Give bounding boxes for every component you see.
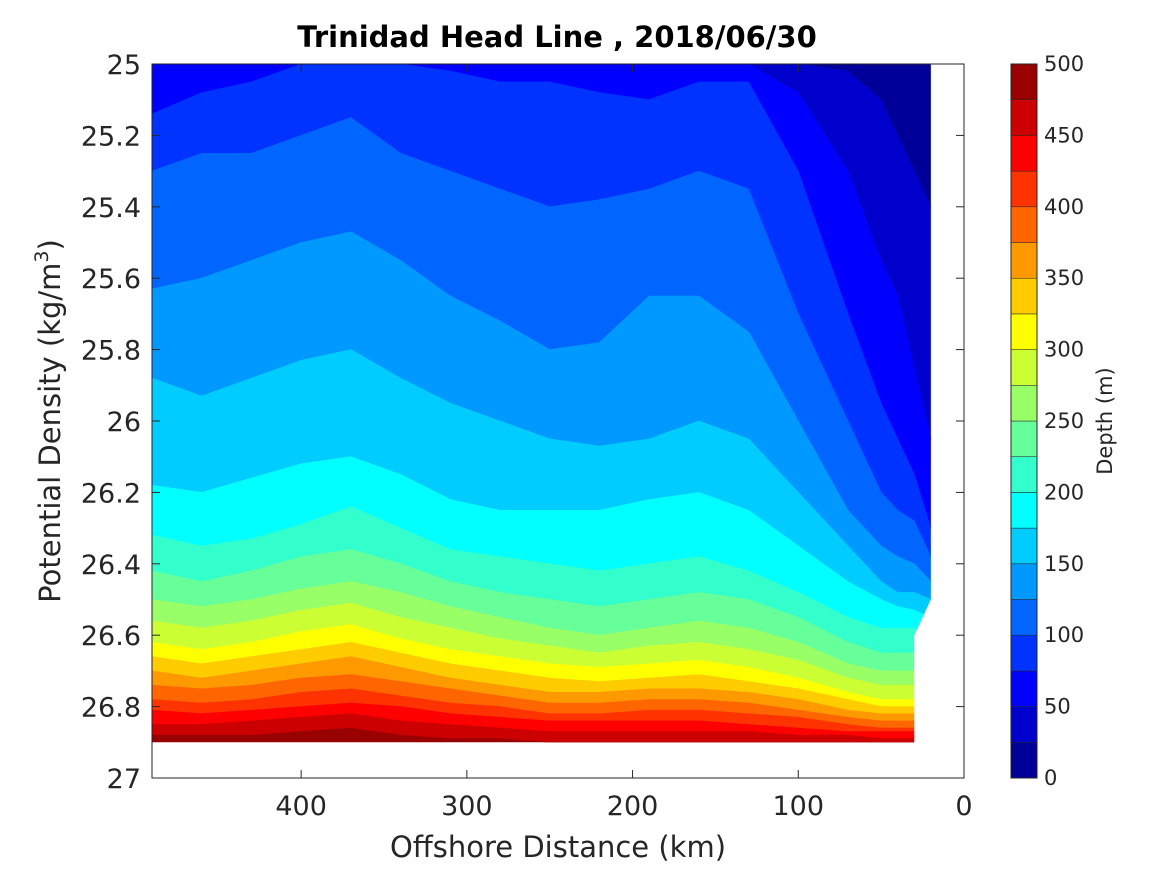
- contour-band: [152, 64, 931, 440]
- colorbar-swatch: [1010, 206, 1038, 243]
- y-tick-label: 26: [107, 407, 141, 438]
- colorbar: 0 50 100 150 200 250 300 350 400 450 500: [1010, 52, 1084, 790]
- colorbar-swatch: [1010, 706, 1038, 743]
- colorbar-swatch: [1010, 634, 1038, 672]
- colorbar-swatch: [1010, 456, 1038, 493]
- x-tick-label: 0: [955, 791, 972, 822]
- x-tick-label: 400: [275, 791, 327, 822]
- y-axis-title-main: Potential Density (kg/m: [33, 263, 67, 603]
- colorbar-title: Depth (m): [1093, 367, 1117, 474]
- colorbar-swatch: [1010, 242, 1038, 279]
- colorbar-swatch: [1010, 313, 1038, 350]
- colorbar-swatch: [1010, 277, 1038, 315]
- x-tick-label: 300: [441, 791, 493, 822]
- colorbar-tick-label: 450: [1044, 123, 1084, 147]
- colorbar-swatch: [1010, 385, 1038, 422]
- y-tick-label: 26.6: [81, 621, 141, 652]
- colorbar-swatch: [1010, 670, 1038, 707]
- colorbar-tick-label: 100: [1044, 623, 1084, 647]
- colorbar-swatch: [1010, 742, 1038, 779]
- colorbar-swatch: [1010, 63, 1038, 100]
- colorbar-swatch: [1010, 170, 1038, 208]
- y-tick-label: 26.4: [81, 550, 141, 581]
- colorbar-tick-label: 350: [1044, 266, 1084, 290]
- colorbar-swatch: [1010, 99, 1038, 136]
- colorbar-swatch: [1010, 420, 1038, 457]
- y-tick-label: 27: [107, 764, 141, 795]
- contour-band: [152, 727, 931, 743]
- colorbar-swatch: [1010, 135, 1038, 172]
- y-tick-label: 25.4: [81, 193, 141, 224]
- colorbar-tick-label: 50: [1044, 695, 1071, 719]
- y-tick-label: 26.2: [81, 478, 141, 509]
- colorbar-swatch: [1010, 527, 1038, 565]
- colorbar-swatch: [1010, 599, 1038, 636]
- y-axis-title-close: ): [33, 239, 67, 250]
- colorbar-swatch: [1010, 563, 1038, 600]
- contour-bands: [152, 64, 931, 743]
- colorbar-frame: [1010, 63, 1038, 779]
- y-axis-title: Potential Density (kg/m3): [31, 239, 67, 603]
- colorbar-tick-label: 200: [1044, 480, 1084, 504]
- chart-title: Trinidad Head Line , 2018/06/30: [297, 20, 817, 54]
- colorbar-tick-label: 500: [1044, 52, 1084, 76]
- y-tick-label: 25.8: [81, 336, 141, 367]
- y-tick-label: 26.8: [81, 693, 141, 724]
- colorbar-tick-label: 300: [1044, 338, 1084, 362]
- colorbar-tick-label: 400: [1044, 195, 1084, 219]
- colorbar-swatch: [1010, 349, 1038, 386]
- colorbar-swatch: [1010, 492, 1038, 529]
- colorbar-tick-label: 250: [1044, 409, 1084, 433]
- y-tick-label: 25: [107, 50, 141, 81]
- colorbar-tick-label: 0: [1044, 766, 1057, 790]
- x-tick-label: 200: [607, 791, 659, 822]
- x-axis: 400 300 200 100 0: [275, 64, 973, 822]
- y-tick-label: 25.6: [81, 264, 141, 295]
- y-axis-title-superscript: 3: [31, 250, 53, 262]
- x-axis-title: Offshore Distance (km): [390, 830, 726, 864]
- colorbar-tick-label: 150: [1044, 552, 1084, 576]
- x-tick-label: 100: [773, 791, 825, 822]
- y-axis: 25 25.2 25.4 25.6 25.8 26 26.2 26.4 26.6 26.8 27: [81, 50, 964, 795]
- y-tick-label: 25.2: [81, 121, 141, 152]
